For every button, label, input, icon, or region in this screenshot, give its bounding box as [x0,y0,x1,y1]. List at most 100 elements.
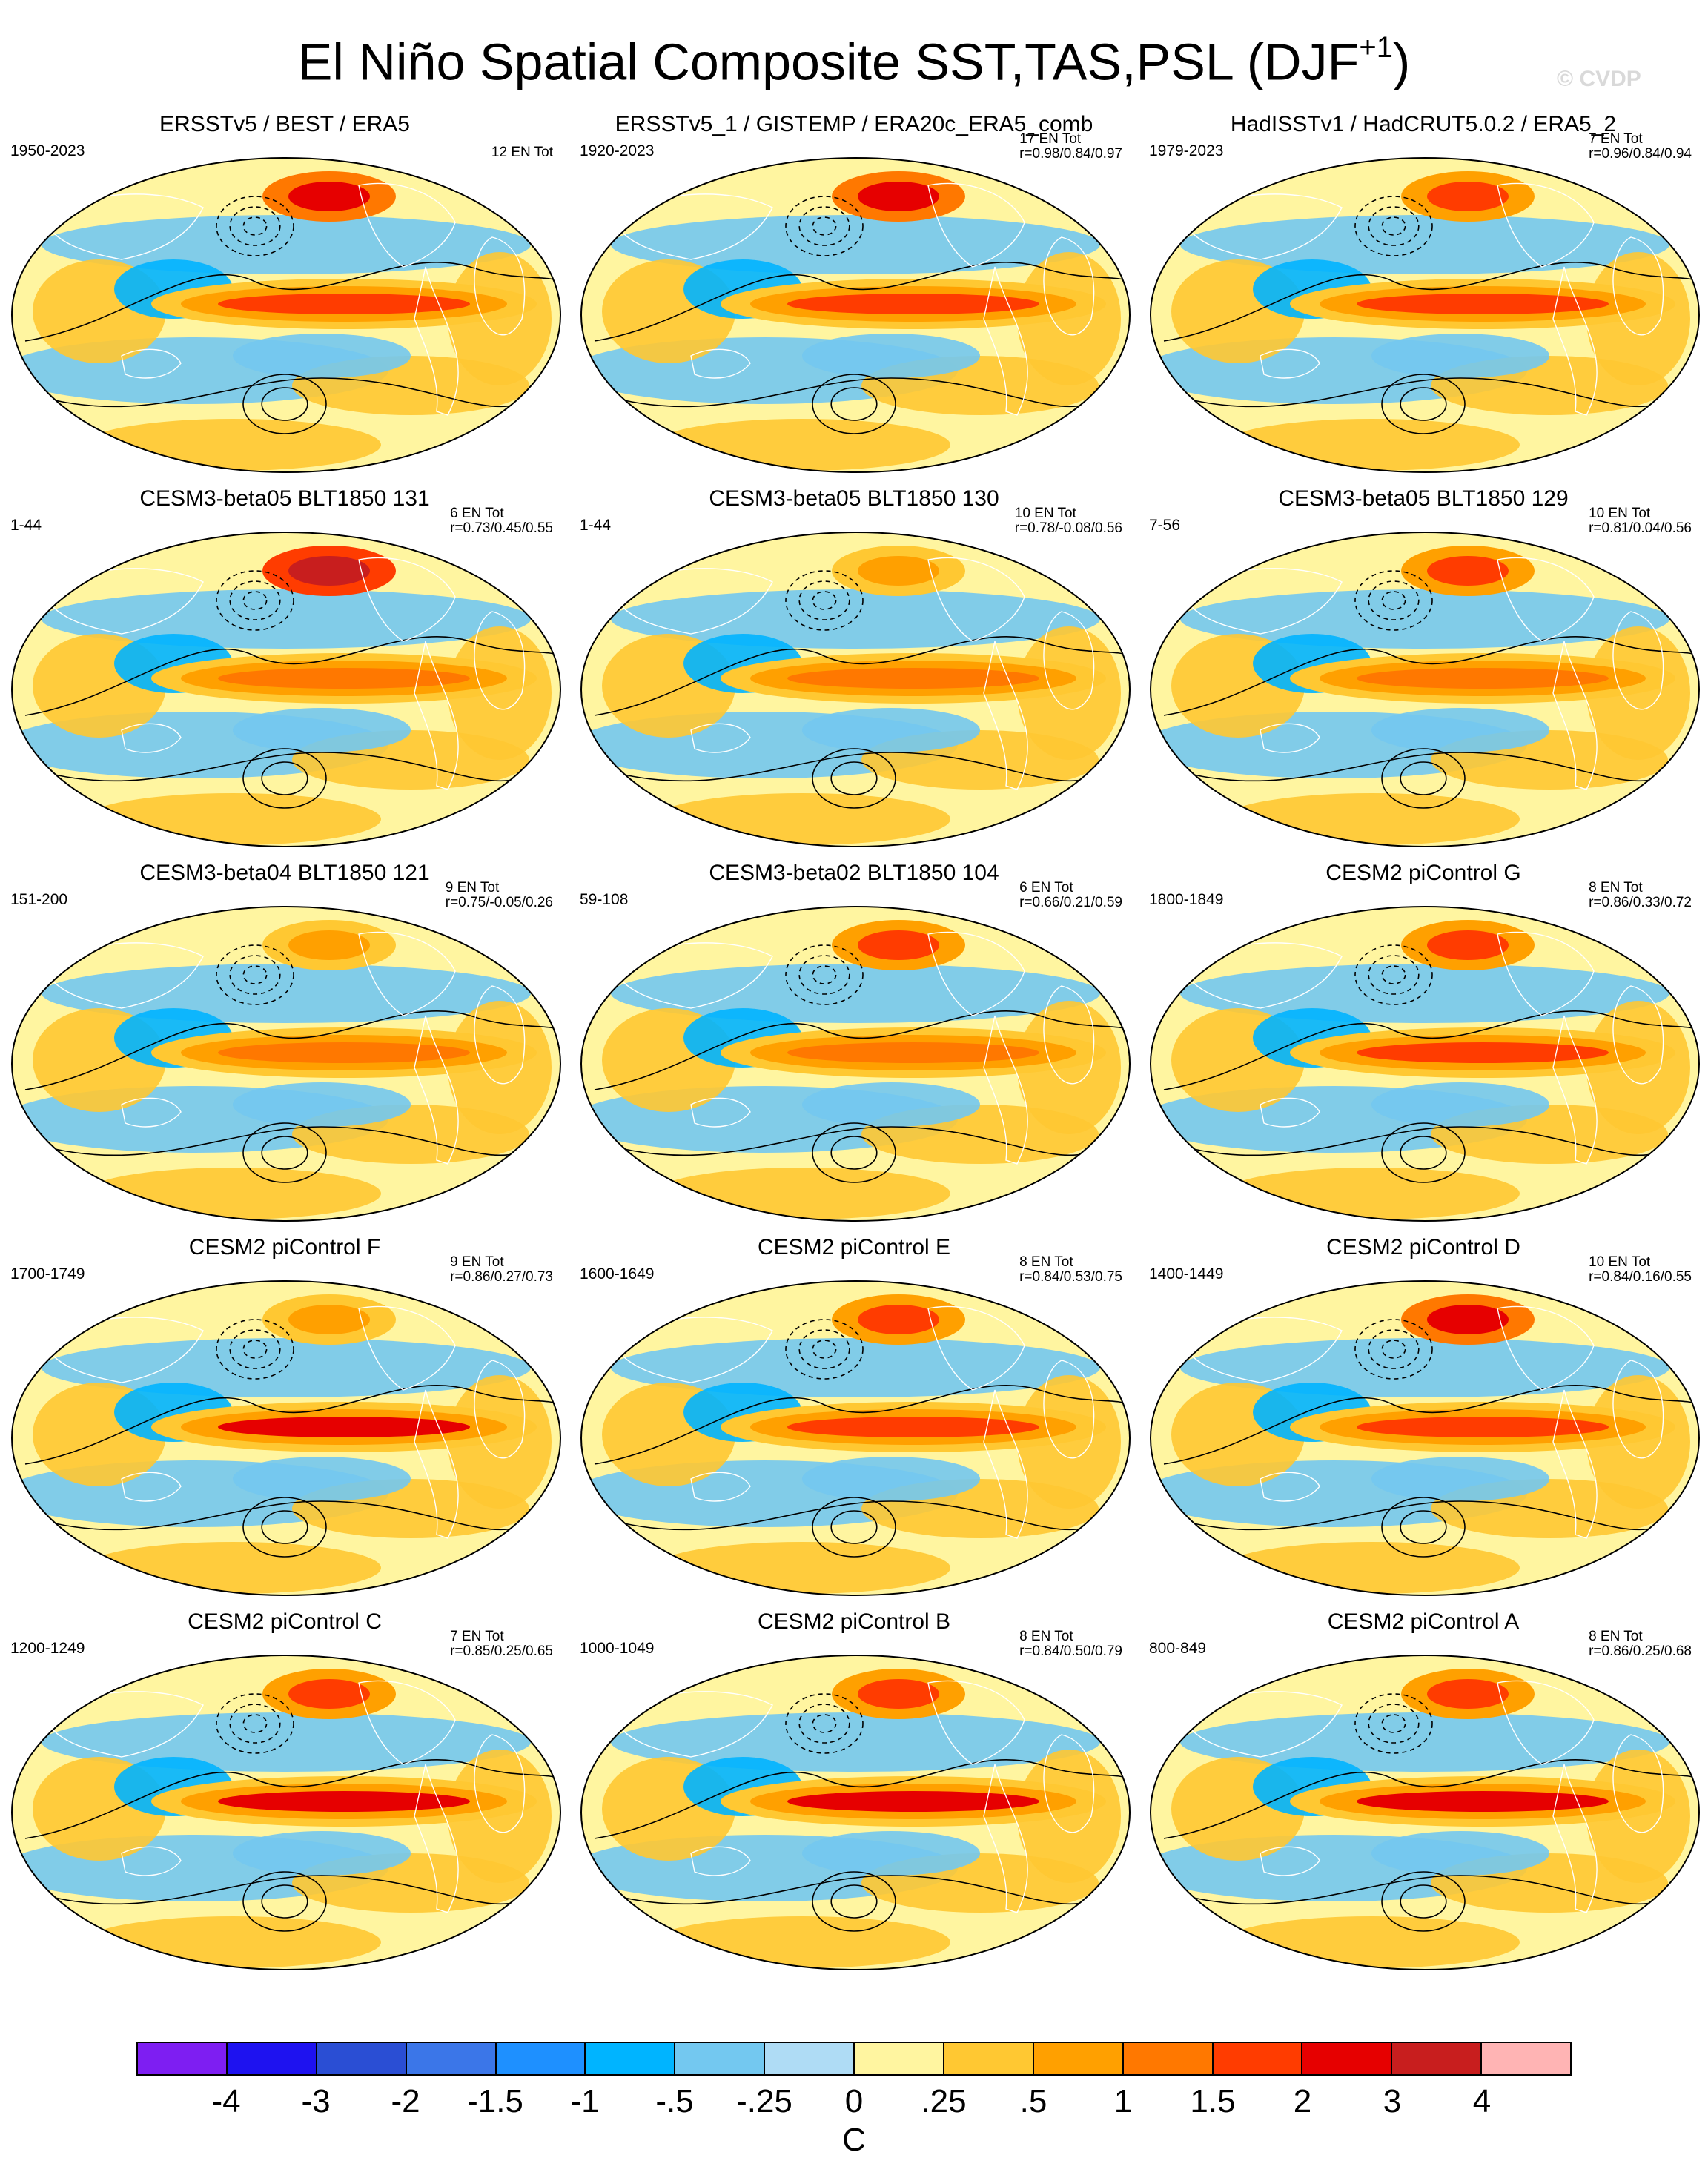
map-panel: CESM3-beta05 BLT1850 129 7-56 10 EN Tot r=0… [1139,486,1708,856]
anomaly-region [654,1168,950,1219]
psl-high-contour [261,1136,308,1170]
psl-low-contour [242,216,268,236]
anomaly-region [654,793,950,845]
map-border [1150,157,1700,473]
coastline [121,1472,182,1502]
panel-title: CESM2 piControl A [1327,1609,1520,1634]
map-border [11,906,561,1222]
coastline [1552,1764,1598,1913]
coastline [1497,182,1595,268]
panel-year-range: 1920-2023 [580,142,655,159]
high-latitude-anomaly [1427,556,1509,586]
panel-stats: 10 EN Tot r=0.84/0.16/0.55 [1589,1255,1692,1285]
psl-low-contour [785,944,864,1005]
psl-contour [623,1126,1099,1156]
psl-contour [24,261,560,342]
anomaly-region [1371,1082,1549,1127]
colorbar-tick-label: -3 [301,2083,331,2119]
colorbar-tick-label: .5 [1019,2083,1047,2119]
psl-contour [54,1126,530,1156]
cvdp-watermark: © CVDP [1557,67,1641,91]
panel-title: CESM3-beta05 BLT1850 129 [1278,486,1569,511]
coastline [1043,985,1095,1085]
panel-stats: 8 EN Tot r=0.86/0.33/0.72 [1589,881,1692,910]
colorbar-unit-label: C [842,2122,866,2158]
panel-year-range: 1-44 [580,517,612,534]
coastline [1497,557,1595,642]
panel-title: CESM2 piControl F [188,1235,381,1260]
psl-low-contour [229,206,281,246]
coastline [927,182,1025,268]
map-panel: HadISSTv1 / HadCRUT5.0.2 / ERA5_2 1979-20… [1139,111,1708,482]
panel-year-range: 1800-1849 [1149,891,1224,908]
panel-year-range: 1400-1449 [1149,1265,1224,1282]
panel-pattern-correlation: r=0.84/0.16/0.55 [1589,1269,1692,1285]
psl-low-contour [229,1329,281,1369]
panel-pattern-correlation: r=0.81/0.04/0.56 [1589,520,1692,536]
anomaly-region [611,589,1100,649]
robinson-map [580,906,1131,1222]
coastline [983,1015,1028,1165]
robinson-map [580,1280,1131,1596]
coastline [474,611,526,710]
panel-pattern-correlation: r=0.96/0.84/0.94 [1589,146,1692,162]
map-panel: CESM2 piControl D 1400-1449 10 EN Tot r=0.8… [1139,1234,1708,1605]
colorbar-tick-label: -4 [211,2083,241,2119]
coastline [1497,931,1595,1016]
map-border [11,1655,561,1970]
psl-contour [54,1500,530,1531]
panel-title: CESM2 piControl C [188,1609,382,1634]
map-border [1150,1655,1700,1970]
anomaly-region [611,215,1100,274]
map-border [580,1280,1131,1596]
anomaly-region [1371,334,1549,378]
colorbar-tick-label: 2 [1293,2083,1312,2119]
psl-high-contour [812,1122,896,1183]
psl-low-contour [1381,216,1406,236]
map-panel: CESM3-beta05 BLT1850 131 1-44 6 EN Tot r=0.… [0,486,569,856]
panel-event-count: 8 EN Tot [1019,1629,1073,1644]
panel-title: CESM2 piControl B [757,1609,951,1634]
anomaly-region [85,1168,381,1219]
psl-low-contour [1368,1704,1420,1744]
panel-pattern-correlation: r=0.75/-0.05/0.26 [445,895,553,910]
enso-warm-tongue [1357,1791,1609,1812]
psl-contour [1163,1384,1699,1465]
colorbar-tick-label: -.25 [736,2083,792,2119]
panel-event-count: 10 EN Tot [1589,1254,1651,1270]
panel-stats: 17 EN Tot r=0.98/0.84/0.97 [1019,132,1122,162]
coastline [474,985,526,1085]
map-border [11,1280,561,1596]
coastline [983,266,1028,416]
panel-pattern-correlation: r=0.66/0.21/0.59 [1019,895,1122,910]
psl-low-contour [798,955,850,995]
high-latitude-anomaly [858,182,939,211]
map-panel: CESM2 piControl E 1600-1649 8 EN Tot r=0.84… [569,1234,1139,1605]
anomaly-region [1180,215,1669,274]
psl-contour [594,635,1130,716]
psl-contour [24,1384,560,1465]
anomaly-region [1223,1542,1520,1594]
psl-high-contour [242,1871,327,1932]
panel-pattern-correlation: r=0.86/0.25/0.68 [1589,1644,1692,1659]
panel-year-range: 7-56 [1149,517,1181,534]
coastline [983,641,1028,790]
map-panel: CESM2 piControl G 1800-1849 8 EN Tot r=0.86… [1139,860,1708,1231]
psl-high-contour [812,1497,896,1558]
anomaly-region [233,1831,411,1876]
panel-stats: 10 EN Tot r=0.81/0.04/0.56 [1589,506,1692,536]
panel-year-range: 1200-1249 [10,1640,85,1657]
panel-year-range: 1700-1749 [10,1265,85,1282]
anomaly-region [42,964,531,1023]
panel-year-range: 1600-1649 [580,1265,655,1282]
coastline [927,1305,1025,1391]
panel-stats: 9 EN Tot r=0.86/0.27/0.73 [450,1255,553,1285]
psl-low-contour [785,196,864,256]
enso-warm-tongue [218,294,470,314]
psl-high-contour [261,761,308,795]
coastline [474,1360,526,1459]
panel-pattern-correlation: r=0.86/0.27/0.73 [450,1269,553,1285]
high-latitude-anomaly [288,556,370,586]
map-border [580,532,1131,847]
panel-stats: 12 EN Tot [491,145,553,160]
